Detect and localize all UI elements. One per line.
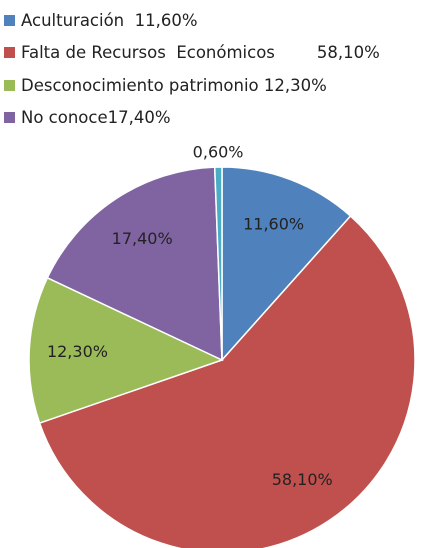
legend: Aculturación 11,60% Falta de Recursos Eco… — [4, 4, 380, 134]
legend-entry: Desconocimiento patrimonio 12,30% — [4, 69, 380, 102]
legend-entry: Falta de Recursos Económicos 58,10% — [4, 37, 380, 70]
pie-slice — [46, 166, 223, 362]
legend-label: Aculturación 11,60% — [21, 10, 198, 30]
data-label: 17,40% — [112, 229, 173, 248]
data-label: 0,60% — [193, 143, 244, 162]
legend-swatch — [4, 14, 15, 26]
legend-swatch — [4, 79, 15, 91]
legend-swatch — [4, 47, 15, 59]
legend-label: Desconocimiento patrimonio 12,30% — [21, 75, 327, 95]
data-label: 58,10% — [272, 470, 333, 489]
pie-slice — [213, 166, 223, 361]
legend-label: Falta de Recursos Económicos 58,10% — [21, 43, 380, 63]
data-label: 11,60% — [243, 214, 304, 233]
legend-label: No conoce17,40% — [21, 108, 171, 128]
pie-slice — [221, 166, 352, 362]
pie-slice — [28, 276, 224, 425]
legend-swatch — [4, 112, 15, 124]
data-label: 12,30% — [47, 342, 108, 361]
legend-entry: Aculturación 11,60% — [4, 4, 380, 37]
pie-slice — [38, 214, 416, 548]
legend-entry: No conoce17,40% — [4, 102, 380, 135]
